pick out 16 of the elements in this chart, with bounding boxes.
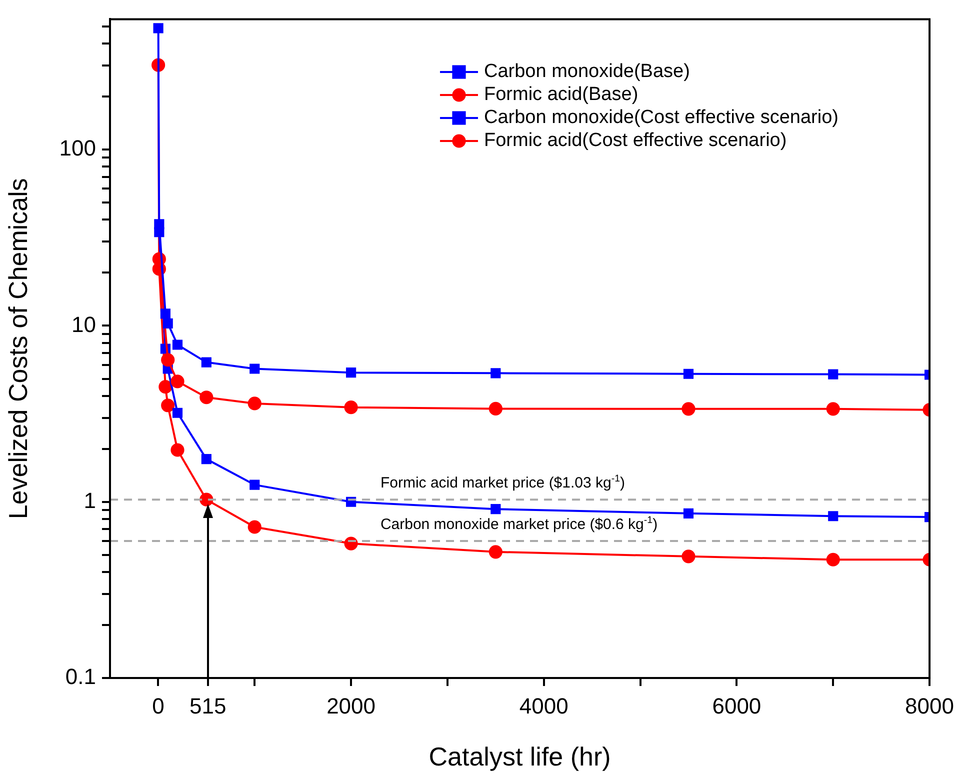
legend-label: Formic acid(Cost effective scenario) [484, 129, 787, 152]
y-axis-title: Levelized Costs of Chemicals [2, 178, 33, 520]
x-tick-label: 0 [152, 693, 164, 718]
legend-label: Carbon monoxide(Base) [484, 60, 690, 83]
legend-label: Formic acid(Base) [484, 83, 638, 106]
y-tick-label: 100 [59, 136, 96, 161]
x-tick-label: 6000 [712, 693, 762, 718]
y-tick-label: 10 [72, 312, 96, 337]
x-tick-label: 4000 [519, 693, 568, 718]
y-tick-label: 0.1 [65, 664, 96, 690]
legend-label: Carbon monoxide(Cost effective scenario) [484, 106, 838, 129]
x-tick-label: 515 [190, 693, 226, 718]
x-tick-label: 2000 [326, 693, 376, 718]
x-tick-label: 8000 [905, 693, 954, 718]
x-axis-title: Catalyst life (hr) [428, 742, 611, 772]
y-tick-label: 1 [84, 488, 96, 513]
